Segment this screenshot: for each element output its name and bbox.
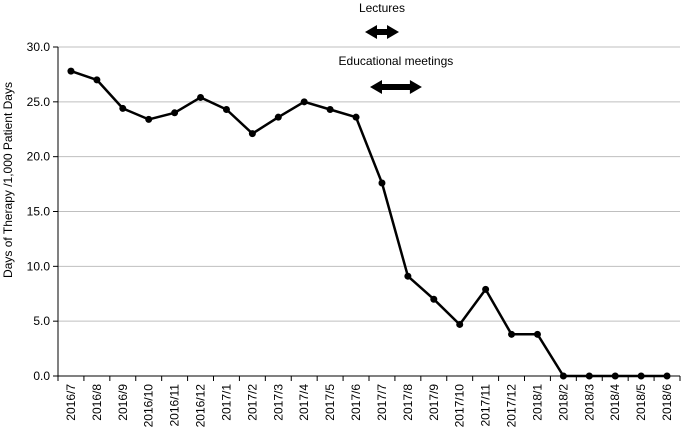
x-tick-label: 2017/6 bbox=[349, 384, 363, 421]
x-tick-label: 2017/7 bbox=[375, 384, 389, 421]
data-point bbox=[611, 372, 619, 380]
x-tick-label: 2018/1 bbox=[530, 384, 544, 421]
data-point bbox=[119, 104, 127, 112]
data-point bbox=[171, 109, 179, 117]
x-tick-label: 2016/11 bbox=[168, 384, 182, 427]
x-tick-label: 2017/10 bbox=[453, 384, 467, 428]
x-axis-ticks: 2016/7 2016/8 2016/9 2016/10 2016/11 2016/12 2… bbox=[57, 376, 681, 428]
x-tick-label: 2016/10 bbox=[142, 384, 156, 428]
gridlines bbox=[58, 46, 680, 322]
x-tick-label: 2017/12 bbox=[505, 384, 519, 428]
x-tick-label: 2017/9 bbox=[427, 384, 441, 421]
x-tick-label: 2016/9 bbox=[116, 384, 130, 421]
double-arrow bbox=[365, 25, 399, 39]
data-points bbox=[67, 67, 671, 380]
data-point bbox=[637, 372, 645, 380]
data-point bbox=[248, 130, 256, 138]
data-point bbox=[482, 285, 490, 293]
y-tick-label: 5.0 bbox=[33, 314, 50, 328]
x-tick-label: 2018/2 bbox=[556, 384, 570, 421]
data-point bbox=[352, 113, 360, 121]
data-point bbox=[326, 106, 334, 114]
data-point bbox=[508, 330, 516, 338]
data-point bbox=[378, 179, 386, 187]
x-tick-label: 2017/8 bbox=[401, 384, 415, 421]
data-point bbox=[456, 320, 464, 328]
data-point bbox=[533, 330, 541, 338]
x-tick-label: 2017/11 bbox=[479, 384, 493, 427]
double-arrow bbox=[370, 80, 422, 94]
y-axis-ticks: 0.0 5.0 10.0 15.0 20.0 25.0 30.0 bbox=[27, 40, 58, 383]
x-tick-label: 2018/3 bbox=[582, 384, 596, 421]
y-tick-label: 25.0 bbox=[27, 95, 51, 109]
x-tick-label: 2017/5 bbox=[323, 384, 337, 421]
y-tick-label: 30.0 bbox=[27, 40, 51, 54]
y-tick-label: 10.0 bbox=[27, 259, 51, 273]
annotation-label: Educational meetings bbox=[339, 54, 454, 68]
y-tick-label: 15.0 bbox=[27, 205, 51, 219]
x-tick-label: 2016/7 bbox=[64, 384, 78, 421]
data-point bbox=[430, 295, 438, 303]
data-point bbox=[404, 272, 412, 280]
x-tick-label: 2018/6 bbox=[660, 384, 674, 421]
data-point bbox=[67, 67, 75, 75]
x-tick-label: 2018/4 bbox=[608, 384, 622, 421]
data-point bbox=[274, 113, 282, 121]
x-tick-label: 2017/4 bbox=[297, 384, 311, 421]
x-tick-label: 2016/12 bbox=[194, 384, 208, 428]
data-point bbox=[559, 372, 567, 380]
x-tick-label: 2017/2 bbox=[245, 384, 259, 421]
series-line bbox=[70, 69, 667, 378]
annotations: Lectures Educational meetings bbox=[339, 1, 454, 94]
data-point bbox=[300, 98, 308, 106]
y-axis-title: Days of Therapy /1,000 Patient Days bbox=[1, 82, 15, 278]
y-tick-label: 0.0 bbox=[33, 369, 50, 383]
annotation-label: Lectures bbox=[359, 1, 405, 15]
data-point bbox=[585, 372, 593, 380]
x-tick-label: 2018/5 bbox=[634, 384, 648, 421]
x-tick-label: 2017/1 bbox=[219, 384, 233, 421]
data-point bbox=[197, 93, 205, 101]
y-tick-label: 20.0 bbox=[27, 150, 51, 164]
data-point bbox=[145, 115, 153, 123]
data-point bbox=[663, 372, 671, 380]
x-tick-label: 2016/8 bbox=[90, 384, 104, 421]
x-tick-label: 2017/3 bbox=[271, 384, 285, 421]
data-point bbox=[93, 76, 101, 84]
data-point bbox=[222, 106, 230, 114]
